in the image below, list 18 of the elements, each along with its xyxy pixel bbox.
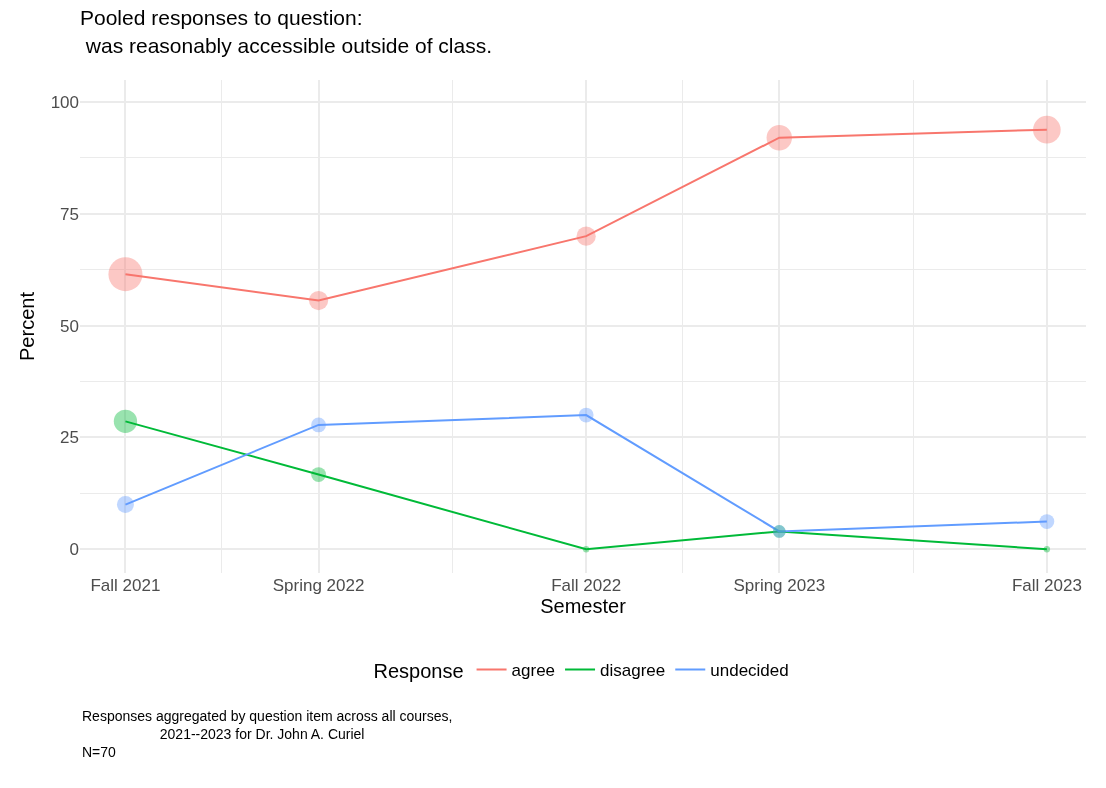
legend-label: disagree: [600, 661, 666, 681]
x-tick-label: Fall 2021: [90, 576, 161, 595]
text: Responses aggregated by question item across all courses, 2021--2023 for Dr. John A. Curiel N=70: [82, 708, 453, 761]
y-tick-label: 100: [50, 92, 79, 112]
y-tick-label: 25: [60, 428, 79, 448]
x-tick-label: Spring 2023: [733, 576, 826, 595]
y-axis-title: Percent: [16, 291, 39, 361]
legend-label: undecided: [710, 661, 789, 681]
legend-label: agree: [511, 661, 556, 681]
y-tick-label: 75: [60, 204, 79, 224]
x-tick-label: Fall 2023: [1011, 576, 1082, 595]
x-tick-label: Fall 2022: [551, 576, 622, 595]
legend-title: Response: [373, 659, 464, 682]
y-tick-label: 50: [60, 316, 79, 336]
x-tick-label: Spring 2022: [272, 576, 365, 595]
chart-title: Pooled responses to question: was reasonably accessible outside of class.: [80, 6, 493, 57]
y-tick-label: 0: [69, 540, 79, 560]
x-axis-title: Semester: [540, 595, 627, 617]
